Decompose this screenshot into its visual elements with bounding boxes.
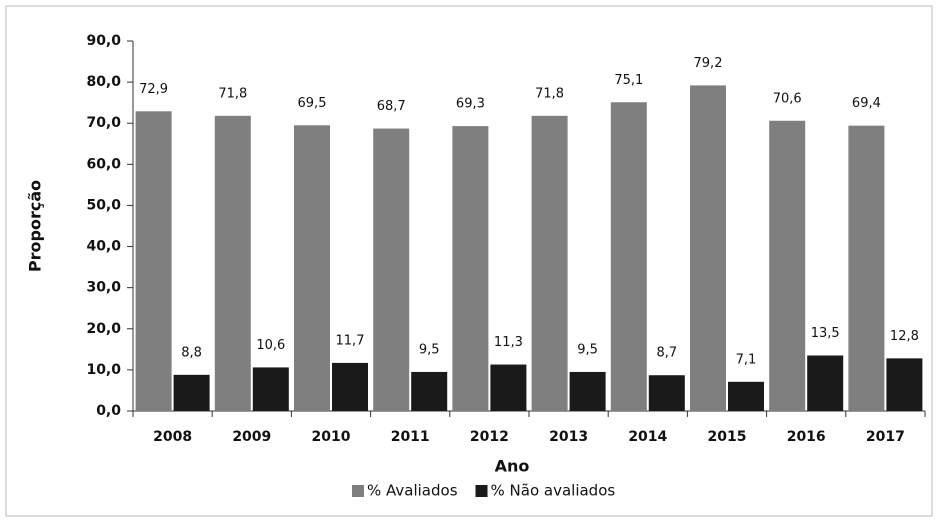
bar <box>648 375 685 411</box>
value-label: 10,6 <box>256 338 285 353</box>
y-axis-title: Proporção <box>26 180 45 272</box>
x-tick-label: 2015 <box>708 429 747 445</box>
value-label: 71,8 <box>218 86 247 101</box>
value-label: 8,7 <box>656 346 677 361</box>
bar <box>411 371 448 411</box>
value-label: 7,1 <box>736 352 757 367</box>
value-label: 79,2 <box>694 56 723 71</box>
legend-swatch <box>352 485 364 497</box>
bar <box>173 374 210 411</box>
bar <box>728 381 764 411</box>
bar <box>214 115 251 412</box>
bar <box>452 126 489 411</box>
bar <box>531 115 568 412</box>
value-label: 11,3 <box>494 335 523 350</box>
bar <box>135 111 172 412</box>
x-tick-label: 2014 <box>628 429 667 445</box>
value-label: 11,7 <box>336 333 365 348</box>
x-tick-label: 2012 <box>470 429 509 445</box>
y-tick-label: 20,0 <box>86 321 121 337</box>
y-tick-label: 0,0 <box>96 403 121 419</box>
bar <box>886 358 923 411</box>
x-tick-label: 2011 <box>391 429 430 445</box>
value-label: 12,8 <box>890 329 919 344</box>
bar <box>569 371 606 411</box>
bar <box>373 128 410 412</box>
y-tick-label: 80,0 <box>86 74 121 90</box>
y-tick-label: 10,0 <box>86 362 121 378</box>
y-tick-label: 90,0 <box>86 33 121 49</box>
x-axis-title: Ano <box>495 457 530 476</box>
legend-label: % Avaliados <box>367 482 458 500</box>
y-tick-label: 30,0 <box>86 280 121 296</box>
bar <box>332 362 368 411</box>
x-tick-label: 2008 <box>153 429 192 445</box>
value-label: 8,8 <box>181 345 202 360</box>
y-tick-label: 60,0 <box>86 156 121 172</box>
y-tick-label: 40,0 <box>86 239 121 255</box>
y-tick-label: 50,0 <box>86 197 121 213</box>
value-label: 69,3 <box>456 97 485 112</box>
value-label: 68,7 <box>377 99 406 114</box>
x-tick-label: 2009 <box>232 429 271 445</box>
bar <box>848 125 885 411</box>
bar <box>690 85 726 412</box>
value-label: 72,9 <box>139 82 168 97</box>
x-tick-label: 2017 <box>866 429 905 445</box>
value-label: 13,5 <box>811 326 840 341</box>
value-label: 75,1 <box>614 73 643 88</box>
bar <box>807 355 844 411</box>
bar <box>294 125 330 412</box>
x-tick-label: 2010 <box>312 429 351 445</box>
x-tick-label: 2016 <box>787 429 826 445</box>
chart-border <box>5 5 933 517</box>
bar <box>252 367 289 411</box>
legend-swatch <box>475 485 488 497</box>
value-label: 70,6 <box>773 91 802 106</box>
value-label: 71,8 <box>535 86 564 101</box>
bar <box>769 120 806 411</box>
value-label: 69,4 <box>852 96 881 111</box>
value-label: 9,5 <box>577 342 598 357</box>
y-tick-label: 70,0 <box>86 115 121 131</box>
legend-label: % Não avaliados <box>491 482 616 500</box>
value-label: 69,5 <box>298 96 327 111</box>
x-tick-label: 2013 <box>549 429 588 445</box>
bar <box>490 364 527 411</box>
bar <box>610 102 647 411</box>
value-label: 9,5 <box>419 342 440 357</box>
